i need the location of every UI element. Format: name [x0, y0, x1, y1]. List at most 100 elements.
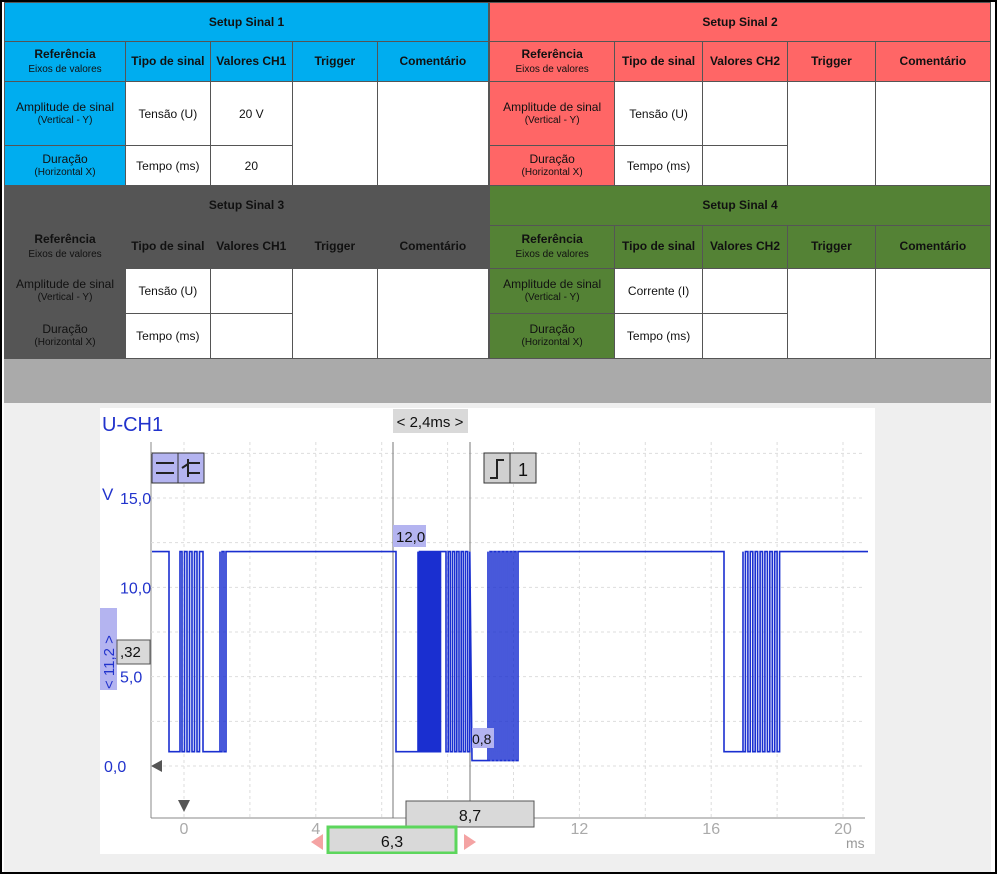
header-trigger: Trigger — [291, 224, 378, 269]
row-label-amplitude: Amplitude de sinal (Vertical - Y) — [4, 81, 126, 146]
y-unit-label: V — [102, 485, 114, 504]
cell-comentario[interactable] — [376, 81, 490, 186]
header-valores: Valores CH1 — [209, 224, 293, 269]
header-valores: Valores CH2 — [701, 224, 789, 269]
cell-tipo-amplitude[interactable]: Tensão (U) — [125, 267, 211, 314]
setup-table-4: Setup Sinal 4 Referência Eixos de valores… — [488, 185, 992, 360]
cursor-low-box — [472, 728, 494, 748]
y-tick-label: 5,0 — [120, 670, 142, 687]
row-label-duracao: Duração (Horizontal X) — [488, 145, 616, 186]
row-label-amplitude: Amplitude de sinal (Vertical - Y) — [488, 81, 616, 146]
header-tipo-de-sinal: Tipo de sinal — [614, 41, 703, 82]
trigger-channel-box[interactable] — [509, 452, 537, 484]
row-label-amplitude: Amplitude de sinal (Vertical - Y) — [488, 267, 616, 314]
marker-value-box[interactable] — [116, 639, 151, 665]
header-valores: Valores CH1 — [209, 41, 293, 82]
cell-valor-duracao[interactable] — [701, 145, 789, 186]
cell-valor-amplitude[interactable] — [701, 81, 789, 146]
cursor-delta-top-box — [405, 800, 535, 828]
header-referencia: Referência Eixos de valores — [488, 224, 616, 269]
cursor-low-value: 0,8 — [472, 731, 492, 747]
cell-tipo-amplitude[interactable]: Tensão (U) — [614, 81, 703, 146]
row-label-duracao: Duração (Horizontal X) — [4, 312, 126, 360]
header-referencia: Referência Eixos de valores — [488, 41, 616, 82]
row-label-duracao: Duração (Horizontal X) — [488, 312, 616, 360]
y-tick-labels: 15,0 10,0 5,0 0,0 — [104, 491, 151, 776]
cell-tipo-amplitude[interactable]: Tensão (U) — [125, 81, 211, 146]
time-window-label[interactable]: < 2,4ms > — [397, 414, 464, 431]
setup-title: Setup Sinal 4 — [489, 185, 991, 226]
signal-trace — [152, 550, 868, 762]
cell-tipo-duracao[interactable]: Tempo (ms) — [125, 312, 211, 360]
trigger-position-marker[interactable] — [178, 800, 190, 812]
cell-valor-duracao[interactable] — [209, 312, 293, 360]
cell-tipo-duracao[interactable]: Tempo (ms) — [614, 312, 703, 360]
x-tick-label: 20 — [834, 821, 852, 838]
time-window-box[interactable] — [393, 409, 468, 433]
cell-valor-duracao[interactable]: 20 — [209, 145, 293, 186]
header-trigger: Trigger — [291, 41, 378, 82]
cursor-delta-bottom-value: 6,3 — [381, 834, 403, 851]
header-referencia: Referência Eixos de valores — [4, 224, 126, 269]
y-tick-label: 15,0 — [120, 491, 151, 508]
side-value-label: < 11,2 > — [101, 635, 118, 689]
y-tick-label: 10,0 — [120, 580, 151, 597]
x-tick-label: 12 — [571, 821, 589, 838]
cell-comentario[interactable] — [874, 81, 992, 186]
header-tipo-de-sinal: Tipo de sinal — [125, 224, 211, 269]
probe-icon[interactable] — [177, 452, 205, 484]
x-tick-label: 0 — [180, 821, 189, 838]
cell-trigger[interactable] — [291, 267, 378, 360]
cell-valor-amplitude[interactable] — [701, 267, 789, 314]
oscilloscope-panel: U-CH1 < 2,4ms > 15,010,05,00,0 048121620… — [100, 408, 875, 854]
zero-level-marker[interactable] — [151, 760, 162, 772]
row-label-duracao: Duração (Horizontal X) — [4, 145, 126, 186]
header-trigger: Trigger — [787, 41, 876, 82]
cell-comentario[interactable] — [376, 267, 490, 360]
shift-right-arrow[interactable] — [464, 834, 476, 850]
marker-value-label: ,32 — [120, 644, 141, 661]
header-comentario: Comentário — [376, 224, 490, 269]
cell-trigger[interactable] — [787, 81, 876, 186]
oscilloscope-plot: U-CH1 < 2,4ms > 15,010,05,00,0 048121620… — [100, 409, 868, 854]
x-tick-label: 4 — [311, 821, 320, 838]
header-comentario: Comentário — [874, 41, 992, 82]
header-trigger: Trigger — [787, 224, 876, 269]
cell-tipo-duracao[interactable]: Tempo (ms) — [614, 145, 703, 186]
setup-title: Setup Sinal 3 — [4, 185, 489, 226]
cell-trigger[interactable] — [787, 267, 876, 360]
cursor-high-value: 12,0 — [396, 529, 425, 546]
trigger-edge-glyph — [490, 459, 504, 479]
x-tick-label: 16 — [702, 821, 720, 838]
x-unit-label: ms — [846, 835, 865, 851]
cell-trigger[interactable] — [291, 81, 378, 186]
trigger-channel-label: 1 — [518, 460, 528, 480]
y-tick-label: 0,0 — [104, 759, 126, 776]
cursor-delta-top-value: 8,7 — [459, 808, 481, 825]
gray-separator-band — [4, 359, 991, 403]
header-comentario: Comentário — [874, 224, 992, 269]
cell-valor-duracao[interactable] — [701, 312, 789, 360]
setup-title: Setup Sinal 1 — [4, 2, 489, 42]
channel-label: U-CH1 — [102, 414, 163, 436]
cell-valor-amplitude[interactable]: 20 V — [209, 81, 293, 146]
cell-valor-amplitude[interactable] — [209, 267, 293, 314]
setup-table-3: Setup Sinal 3 Referência Eixos de valores… — [4, 185, 490, 360]
header-referencia: Referência Eixos de valores — [4, 41, 126, 82]
header-tipo-de-sinal: Tipo de sinal — [125, 41, 211, 82]
probe-icon-glyph — [181, 459, 200, 477]
cursor-delta-bottom-box — [326, 825, 458, 854]
side-value-box[interactable] — [100, 608, 117, 690]
setup-title: Setup Sinal 2 — [489, 2, 991, 42]
cell-comentario[interactable] — [874, 267, 992, 360]
row-label-amplitude: Amplitude de sinal (Vertical - Y) — [4, 267, 126, 314]
cell-tipo-duracao[interactable]: Tempo (ms) — [125, 145, 211, 186]
header-valores: Valores CH2 — [701, 41, 789, 82]
cell-tipo-amplitude[interactable]: Corrente (I) — [614, 267, 703, 314]
shift-left-arrow[interactable] — [311, 834, 323, 850]
setup-table-2: Setup Sinal 2 Referência Eixos de valores… — [488, 2, 992, 186]
header-comentario: Comentário — [376, 41, 490, 82]
cursor-high-box — [393, 525, 426, 547]
coupling-icon[interactable] — [151, 452, 179, 484]
